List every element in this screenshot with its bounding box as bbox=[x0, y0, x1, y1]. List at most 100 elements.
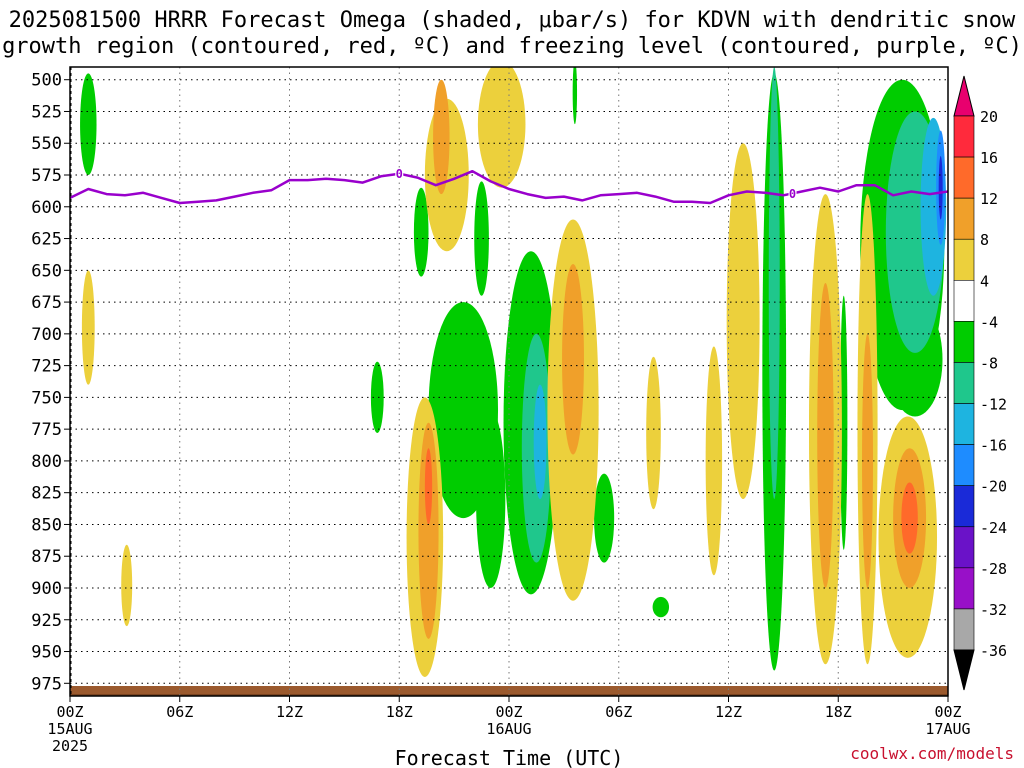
omega-area-17 bbox=[533, 384, 547, 500]
colorbar-band-8 bbox=[953, 444, 975, 486]
omega-area-5 bbox=[476, 410, 506, 588]
omega-area-1 bbox=[413, 187, 429, 277]
colorbar-band-6 bbox=[953, 362, 975, 404]
y-tick-label-575: 575 bbox=[31, 166, 62, 186]
colorbar-label-12: -32 bbox=[980, 601, 1007, 619]
colorbar-label-6: -8 bbox=[980, 354, 998, 372]
freezing-level-label-1: 0 bbox=[789, 187, 796, 201]
colorbar-label-10: -24 bbox=[980, 519, 1007, 537]
colorbar-band-3 bbox=[953, 238, 975, 281]
freezing-level-label-0: 0 bbox=[396, 167, 403, 181]
y-tick-label-975: 975 bbox=[31, 674, 62, 694]
y-tick-label-950: 950 bbox=[31, 643, 62, 663]
grid-lines bbox=[70, 67, 948, 696]
chart-title-line-2: growth region (contoured, red, ºC) and f… bbox=[2, 34, 1022, 59]
x-tick-label-0: 00Z bbox=[56, 703, 83, 721]
x-tick-label-18: 18Z bbox=[386, 703, 413, 721]
y-tick-label-850: 850 bbox=[31, 515, 62, 535]
omega-area-27 bbox=[646, 356, 661, 510]
x-tick-year-0: 2025 bbox=[52, 737, 88, 755]
y-tick-label-800: 800 bbox=[31, 452, 62, 472]
colorbar-label-3: 8 bbox=[980, 231, 989, 249]
colorbar-label-9: -20 bbox=[980, 478, 1007, 496]
x-tick-label-24: 00Z bbox=[495, 703, 522, 721]
omega-area-0 bbox=[80, 73, 97, 176]
x-tick-date-24: 16AUG bbox=[486, 720, 531, 738]
colorbar-band-1 bbox=[953, 156, 975, 199]
credit-text: coolwx.com/models bbox=[850, 744, 1014, 763]
omega-area-11 bbox=[840, 295, 848, 550]
colorbar-label-1: 16 bbox=[980, 149, 998, 167]
omega-area-21 bbox=[81, 270, 95, 385]
colorbar-band-10 bbox=[953, 526, 975, 569]
y-tick-label-875: 875 bbox=[31, 547, 62, 567]
y-tick-label-925: 925 bbox=[31, 611, 62, 631]
omega-area-9 bbox=[572, 67, 578, 125]
y-tick-label-525: 525 bbox=[31, 102, 62, 122]
x-tick-label-6: 06Z bbox=[166, 703, 193, 721]
x-tick-label-12: 12Z bbox=[276, 703, 303, 721]
ground-strip bbox=[70, 686, 948, 696]
omega-area-24 bbox=[477, 67, 526, 188]
omega-area-35 bbox=[433, 79, 450, 195]
x-axis-label: Forecast Time (UTC) bbox=[395, 746, 624, 768]
freezing-level-label-bg-1 bbox=[788, 187, 797, 200]
freezing-level-label-bg-0 bbox=[395, 167, 404, 180]
x-tick-date-0: 15AUG bbox=[47, 720, 92, 738]
freezing-level: 00 bbox=[70, 167, 948, 205]
colorbar-label-7: -12 bbox=[980, 396, 1007, 414]
omega-area-7 bbox=[594, 473, 615, 563]
x-tick-label-42: 18Z bbox=[825, 703, 852, 721]
y-tick-label-700: 700 bbox=[31, 325, 62, 345]
omega-area-39 bbox=[901, 482, 918, 554]
colorbar-label-11: -28 bbox=[980, 560, 1007, 578]
colorbar-band-7 bbox=[953, 403, 975, 445]
y-tick-label-675: 675 bbox=[31, 293, 62, 313]
y-tick-label-600: 600 bbox=[31, 198, 62, 218]
colorbar: 20 16 12 8 4 -4 -8 -12 -16 -20 -24 -28 -32 -36 bbox=[953, 75, 1007, 691]
freezing-level-line bbox=[70, 169, 948, 205]
colorbar-bottom-triangle bbox=[953, 649, 975, 691]
colorbar-band-9 bbox=[953, 485, 975, 528]
colorbar-top-triangle bbox=[953, 75, 975, 117]
y-tick-label-550: 550 bbox=[31, 134, 62, 154]
colorbar-band-11 bbox=[953, 567, 975, 610]
y-tick-label-725: 725 bbox=[31, 357, 62, 377]
omega-area-2 bbox=[370, 361, 384, 433]
x-tick-label-48: 00Z bbox=[934, 703, 961, 721]
colorbar-label-13: -36 bbox=[980, 642, 1007, 660]
y-tick-label-625: 625 bbox=[31, 230, 62, 250]
y-tick-label-750: 750 bbox=[31, 388, 62, 408]
y-tick-label-500: 500 bbox=[31, 71, 62, 91]
chart-title-line-1: 2025081500 HRRR Forecast Omega (shaded, … bbox=[8, 8, 1016, 33]
colorbar-label-5: -4 bbox=[980, 313, 998, 331]
y-tick-label-775: 775 bbox=[31, 420, 62, 440]
y-tick-label-650: 650 bbox=[31, 261, 62, 281]
omega-area-8 bbox=[652, 596, 670, 618]
omega-area-15 bbox=[768, 67, 780, 500]
omega-area-40 bbox=[424, 448, 433, 525]
omega-shading bbox=[80, 67, 947, 677]
x-tick-label-30: 06Z bbox=[605, 703, 632, 721]
omega-area-22 bbox=[121, 544, 133, 627]
omega-area-34 bbox=[562, 263, 584, 455]
colorbar-band-5 bbox=[953, 321, 975, 363]
x-tick-date-48: 17AUG bbox=[925, 720, 970, 738]
omega-area-6 bbox=[474, 181, 489, 296]
omega-area-29 bbox=[726, 143, 760, 500]
y-tick-label-900: 900 bbox=[31, 579, 62, 599]
y-tick-label-825: 825 bbox=[31, 484, 62, 504]
colorbar-label-0: 20 bbox=[980, 108, 998, 126]
omega-area-36 bbox=[817, 283, 834, 588]
x-tick-label-36: 12Z bbox=[715, 703, 742, 721]
y-axis-ticks: 500 525 550 575 600 625 650 675 700 725 750 775 800 8… bbox=[31, 71, 70, 694]
colorbar-band-4 bbox=[953, 280, 975, 322]
colorbar-label-4: 4 bbox=[980, 272, 989, 290]
colorbar-band-2 bbox=[953, 197, 975, 240]
colorbar-label-8: -16 bbox=[980, 437, 1007, 455]
omega-area-33 bbox=[418, 422, 439, 639]
omega-area-20 bbox=[938, 155, 943, 220]
colorbar-band-12 bbox=[953, 608, 975, 651]
